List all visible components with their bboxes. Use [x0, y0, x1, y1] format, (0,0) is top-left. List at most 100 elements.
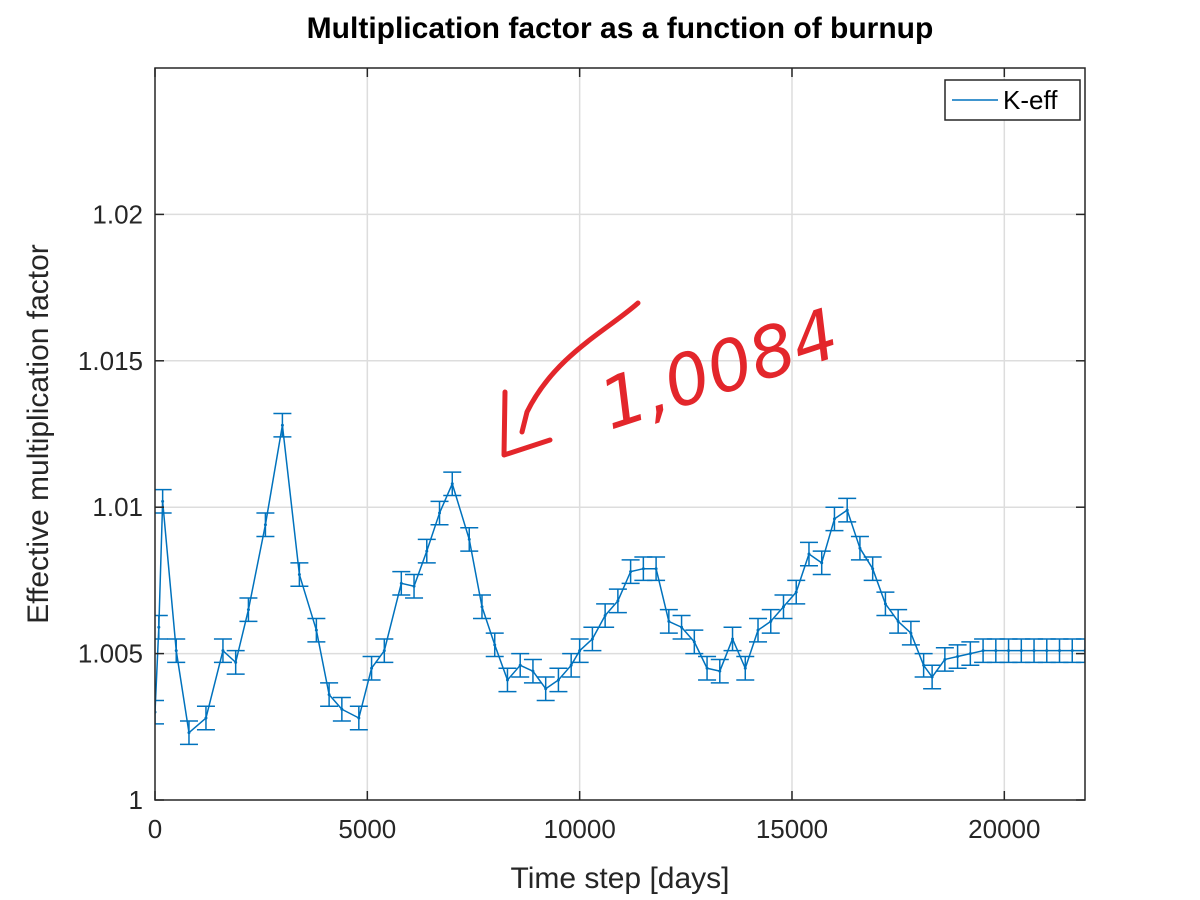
- error-bar: [889, 608, 908, 634]
- data-point: [820, 561, 824, 565]
- data-point: [883, 602, 887, 606]
- error-bar: [485, 632, 504, 658]
- x-tick-label: 5000: [338, 814, 396, 844]
- data-point: [493, 643, 497, 647]
- error-bar: [749, 617, 768, 643]
- data-point: [654, 567, 658, 571]
- data-point: [187, 731, 191, 735]
- data-point: [544, 687, 548, 691]
- data-point: [174, 649, 178, 653]
- error-bar: [417, 538, 436, 564]
- error-bar: [511, 652, 530, 678]
- error-bar: [155, 614, 168, 640]
- data-point: [1070, 649, 1074, 653]
- error-bar: [213, 638, 232, 664]
- data-point: [556, 678, 560, 682]
- error-bar: [536, 676, 555, 702]
- y-axis-label: Effective multiplication factor: [22, 244, 55, 624]
- error-bar: [723, 626, 742, 652]
- data-point: [234, 660, 238, 664]
- error-bar: [179, 720, 198, 746]
- error-bar: [349, 705, 368, 731]
- legend-entry-k-eff: K-eff: [1003, 85, 1058, 115]
- error-bar: [443, 471, 462, 497]
- data-point: [1007, 649, 1011, 653]
- data-point: [718, 669, 722, 673]
- data-point: [896, 619, 900, 623]
- error-bar: [608, 588, 627, 614]
- error-bar: [523, 658, 542, 684]
- x-tick-label: 20000: [968, 814, 1040, 844]
- data-point: [943, 657, 947, 661]
- data-point: [425, 549, 429, 553]
- data-point: [845, 508, 849, 512]
- error-bar: [710, 658, 729, 684]
- data-point: [399, 581, 403, 585]
- error-bar: [812, 550, 831, 576]
- error-bar: [256, 512, 275, 538]
- data-point: [981, 649, 985, 653]
- error-bar: [672, 614, 691, 640]
- error-bar: [239, 597, 258, 623]
- series-layer: [155, 412, 1085, 746]
- data-point: [1019, 649, 1023, 653]
- data-point: [161, 499, 165, 503]
- error-bar: [320, 682, 339, 708]
- ticks: 0 5000 10000 15000 20000 1 1.005 1.01 1.015 1.02: [78, 68, 1085, 844]
- plot-frame: [154, 67, 1086, 801]
- error-bar: [647, 556, 666, 582]
- error-bar: [935, 646, 954, 672]
- data-point: [794, 590, 798, 594]
- error-bar: [332, 696, 351, 722]
- data-point: [858, 546, 862, 550]
- data-point: [756, 628, 760, 632]
- data-point: [731, 637, 735, 641]
- error-bar: [155, 488, 172, 514]
- series-k-eff: [155, 412, 1085, 746]
- data-point: [769, 619, 773, 623]
- data-point: [467, 537, 471, 541]
- error-bar: [405, 573, 424, 599]
- error-bar: [196, 705, 215, 731]
- data-point: [382, 649, 386, 653]
- data-point: [221, 649, 225, 653]
- data-point: [569, 663, 573, 667]
- error-bar: [430, 500, 449, 526]
- error-bar: [787, 579, 806, 605]
- error-bar: [562, 652, 581, 678]
- error-bar: [901, 620, 920, 646]
- data-point: [450, 482, 454, 486]
- y-tick-label: 1.02: [92, 199, 143, 229]
- data-point: [578, 649, 582, 653]
- plot-area: [155, 68, 1085, 800]
- error-bar: [961, 641, 980, 667]
- data-point: [1058, 649, 1062, 653]
- error-bar: [774, 594, 793, 620]
- x-tick-label: 15000: [756, 814, 828, 844]
- error-bar: [863, 556, 882, 582]
- data-point: [968, 652, 972, 656]
- data-point: [956, 655, 960, 659]
- data-point: [590, 637, 594, 641]
- y-tick-label: 1.005: [78, 639, 143, 669]
- error-bar: [736, 655, 755, 681]
- data-point: [157, 625, 161, 629]
- error-bar: [290, 562, 309, 588]
- error-bar: [698, 655, 717, 681]
- data-point: [297, 573, 301, 577]
- data-point: [667, 619, 671, 623]
- data-point: [832, 517, 836, 521]
- data-point: [246, 608, 250, 612]
- data-point: [641, 567, 645, 571]
- y-tick-label: 1.01: [92, 492, 143, 522]
- error-bar: [472, 594, 491, 620]
- error-bar: [799, 541, 818, 567]
- error-bar: [685, 629, 704, 655]
- data-point: [327, 693, 331, 697]
- error-bar: [838, 497, 857, 523]
- error-bar: [362, 655, 381, 681]
- data-point: [438, 511, 442, 515]
- data-point: [531, 669, 535, 673]
- error-bar: [375, 638, 394, 664]
- error-bar: [876, 591, 895, 617]
